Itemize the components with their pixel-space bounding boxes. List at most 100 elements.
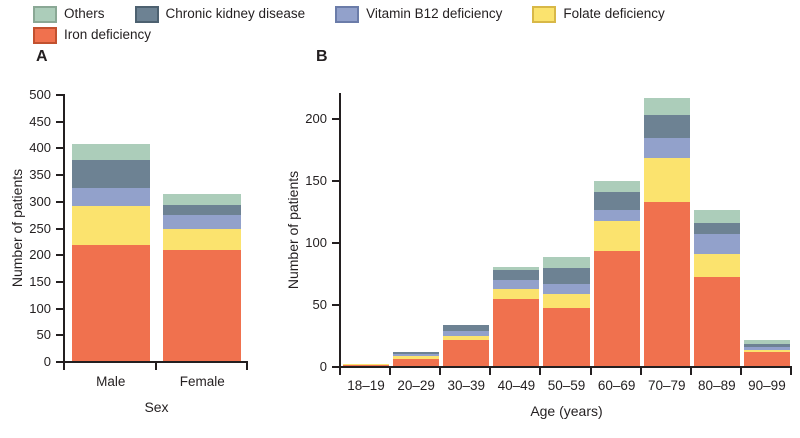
y-axis-line <box>63 94 65 363</box>
x-tick <box>639 366 642 375</box>
y-tick <box>56 361 63 363</box>
y-tick <box>56 254 63 257</box>
y-tick <box>56 307 63 310</box>
bar-60-69-vitamin-b12-deficiency <box>593 209 640 221</box>
y-tick-label: 50 <box>312 296 327 312</box>
bar-18-19-iron-deficiency <box>343 364 390 366</box>
y-tick <box>56 200 63 203</box>
y-axis-title: Number of patients <box>285 170 301 289</box>
bar-male-chronic-kidney-disease <box>71 160 150 188</box>
legend-item-chronic-kidney-disease: Chronic kidney disease <box>134 5 306 23</box>
x-tick-label-40-49: 40–49 <box>497 378 536 393</box>
legend-label: Chronic kidney disease <box>165 6 306 21</box>
bar-60-69-folate-deficiency <box>593 220 640 251</box>
bar-80-89-vitamin-b12-deficiency <box>693 234 740 255</box>
y-tick <box>332 303 339 306</box>
bar-50-59-folate-deficiency <box>543 294 590 308</box>
bar-40-49-others <box>493 266 540 271</box>
bar-20-29-vitamin-b12-deficiency <box>393 353 440 357</box>
x-tick <box>154 361 157 370</box>
bar-40-49-folate-deficiency <box>493 289 540 299</box>
x-tick-label-female: Female <box>179 374 225 389</box>
y-tick-label: 0 <box>43 354 51 369</box>
legend-item-others: Others <box>33 5 105 23</box>
bar-20-29-chronic-kidney-disease <box>393 352 440 354</box>
y-tick-label: 300 <box>29 193 51 209</box>
x-axis-title: Age (years) <box>530 403 603 419</box>
y-tick-label: 500 <box>29 87 51 102</box>
legend-swatch-vitamin-b12-deficiency <box>335 5 360 23</box>
bar-70-79-folate-deficiency <box>643 157 690 203</box>
bar-40-49-iron-deficiency <box>493 298 540 366</box>
x-tick <box>489 366 492 375</box>
x-tick <box>389 366 392 375</box>
bar-80-89-chronic-kidney-disease <box>693 223 740 235</box>
y-axis-title: Number of patients <box>9 168 25 287</box>
y-tick-label: 0 <box>319 359 327 374</box>
bar-50-59-others <box>543 256 590 268</box>
bar-80-89-others <box>693 209 740 224</box>
bar-18-19-folate-deficiency <box>343 363 390 365</box>
y-tick <box>56 120 63 123</box>
legend-label: Vitamin B12 deficiency <box>366 6 503 21</box>
bar-30-39-vitamin-b12-deficiency <box>443 331 490 337</box>
x-tick <box>246 361 248 370</box>
bar-female-chronic-kidney-disease <box>163 204 242 216</box>
x-axis-title: Sex <box>144 399 169 415</box>
legend-item-vitamin-b12-deficiency: Vitamin B12 deficiency <box>335 5 502 23</box>
bar-40-49-chronic-kidney-disease <box>493 270 540 281</box>
bar-50-59-iron-deficiency <box>543 307 590 366</box>
legend-item-iron-deficiency: Iron deficiency <box>33 26 151 44</box>
bar-female-others <box>163 193 242 205</box>
bar-20-29-folate-deficiency <box>393 356 440 359</box>
y-tick <box>56 174 63 177</box>
bar-40-49-vitamin-b12-deficiency <box>493 280 540 290</box>
y-tick-label: 350 <box>29 167 51 183</box>
bar-70-79-others <box>643 97 690 116</box>
legend-swatch-others <box>33 5 57 23</box>
legend-item-folate-deficiency: Folate deficiency <box>532 5 665 23</box>
chart-legend: Others Chronic kidney disease Vitamin B12 … <box>33 5 665 44</box>
bar-30-39-chronic-kidney-disease <box>443 325 490 332</box>
bar-90-99-others <box>743 339 790 344</box>
legend-swatch-chronic-kidney-disease <box>134 5 159 23</box>
x-tick <box>539 366 542 375</box>
bar-80-89-folate-deficiency <box>693 254 740 277</box>
y-tick-label: 200 <box>305 110 327 126</box>
bar-60-69-others <box>593 181 640 193</box>
y-tick-label: 50 <box>36 327 51 343</box>
bar-70-79-iron-deficiency <box>643 202 690 366</box>
bar-male-vitamin-b12-deficiency <box>71 187 150 207</box>
bar-60-69-chronic-kidney-disease <box>593 192 640 210</box>
x-tick <box>689 366 692 375</box>
x-tick-label-30-39: 30–39 <box>447 378 486 393</box>
y-tick-label: 150 <box>305 172 327 188</box>
bar-female-iron-deficiency <box>163 249 242 361</box>
bar-20-29-iron-deficiency <box>393 358 440 366</box>
bar-50-59-vitamin-b12-deficiency <box>543 284 590 295</box>
y-tick <box>332 179 339 182</box>
x-tick-label-male: Male <box>96 374 126 389</box>
y-tick-label: 250 <box>29 220 51 236</box>
x-tick <box>739 366 742 375</box>
bar-30-39-iron-deficiency <box>443 339 490 366</box>
bar-60-69-iron-deficiency <box>593 250 640 366</box>
y-tick-label: 450 <box>29 113 51 129</box>
y-tick <box>332 117 339 120</box>
y-tick <box>332 241 339 244</box>
y-tick-label: 400 <box>29 140 51 156</box>
bar-90-99-chronic-kidney-disease <box>743 343 790 348</box>
y-axis-line <box>339 93 341 368</box>
bar-90-99-vitamin-b12-deficiency <box>743 347 790 350</box>
y-tick <box>56 334 63 337</box>
x-axis-line <box>339 366 792 368</box>
x-tick <box>63 361 65 370</box>
bar-70-79-chronic-kidney-disease <box>643 115 690 138</box>
x-tick-label-20-29: 20–29 <box>397 378 435 393</box>
y-tick <box>56 94 63 96</box>
legend-label: Iron deficiency <box>64 27 152 42</box>
x-tick-label-80-89: 80–89 <box>698 378 736 393</box>
y-tick-label: 150 <box>29 273 51 289</box>
bar-90-99-folate-deficiency <box>743 349 790 353</box>
